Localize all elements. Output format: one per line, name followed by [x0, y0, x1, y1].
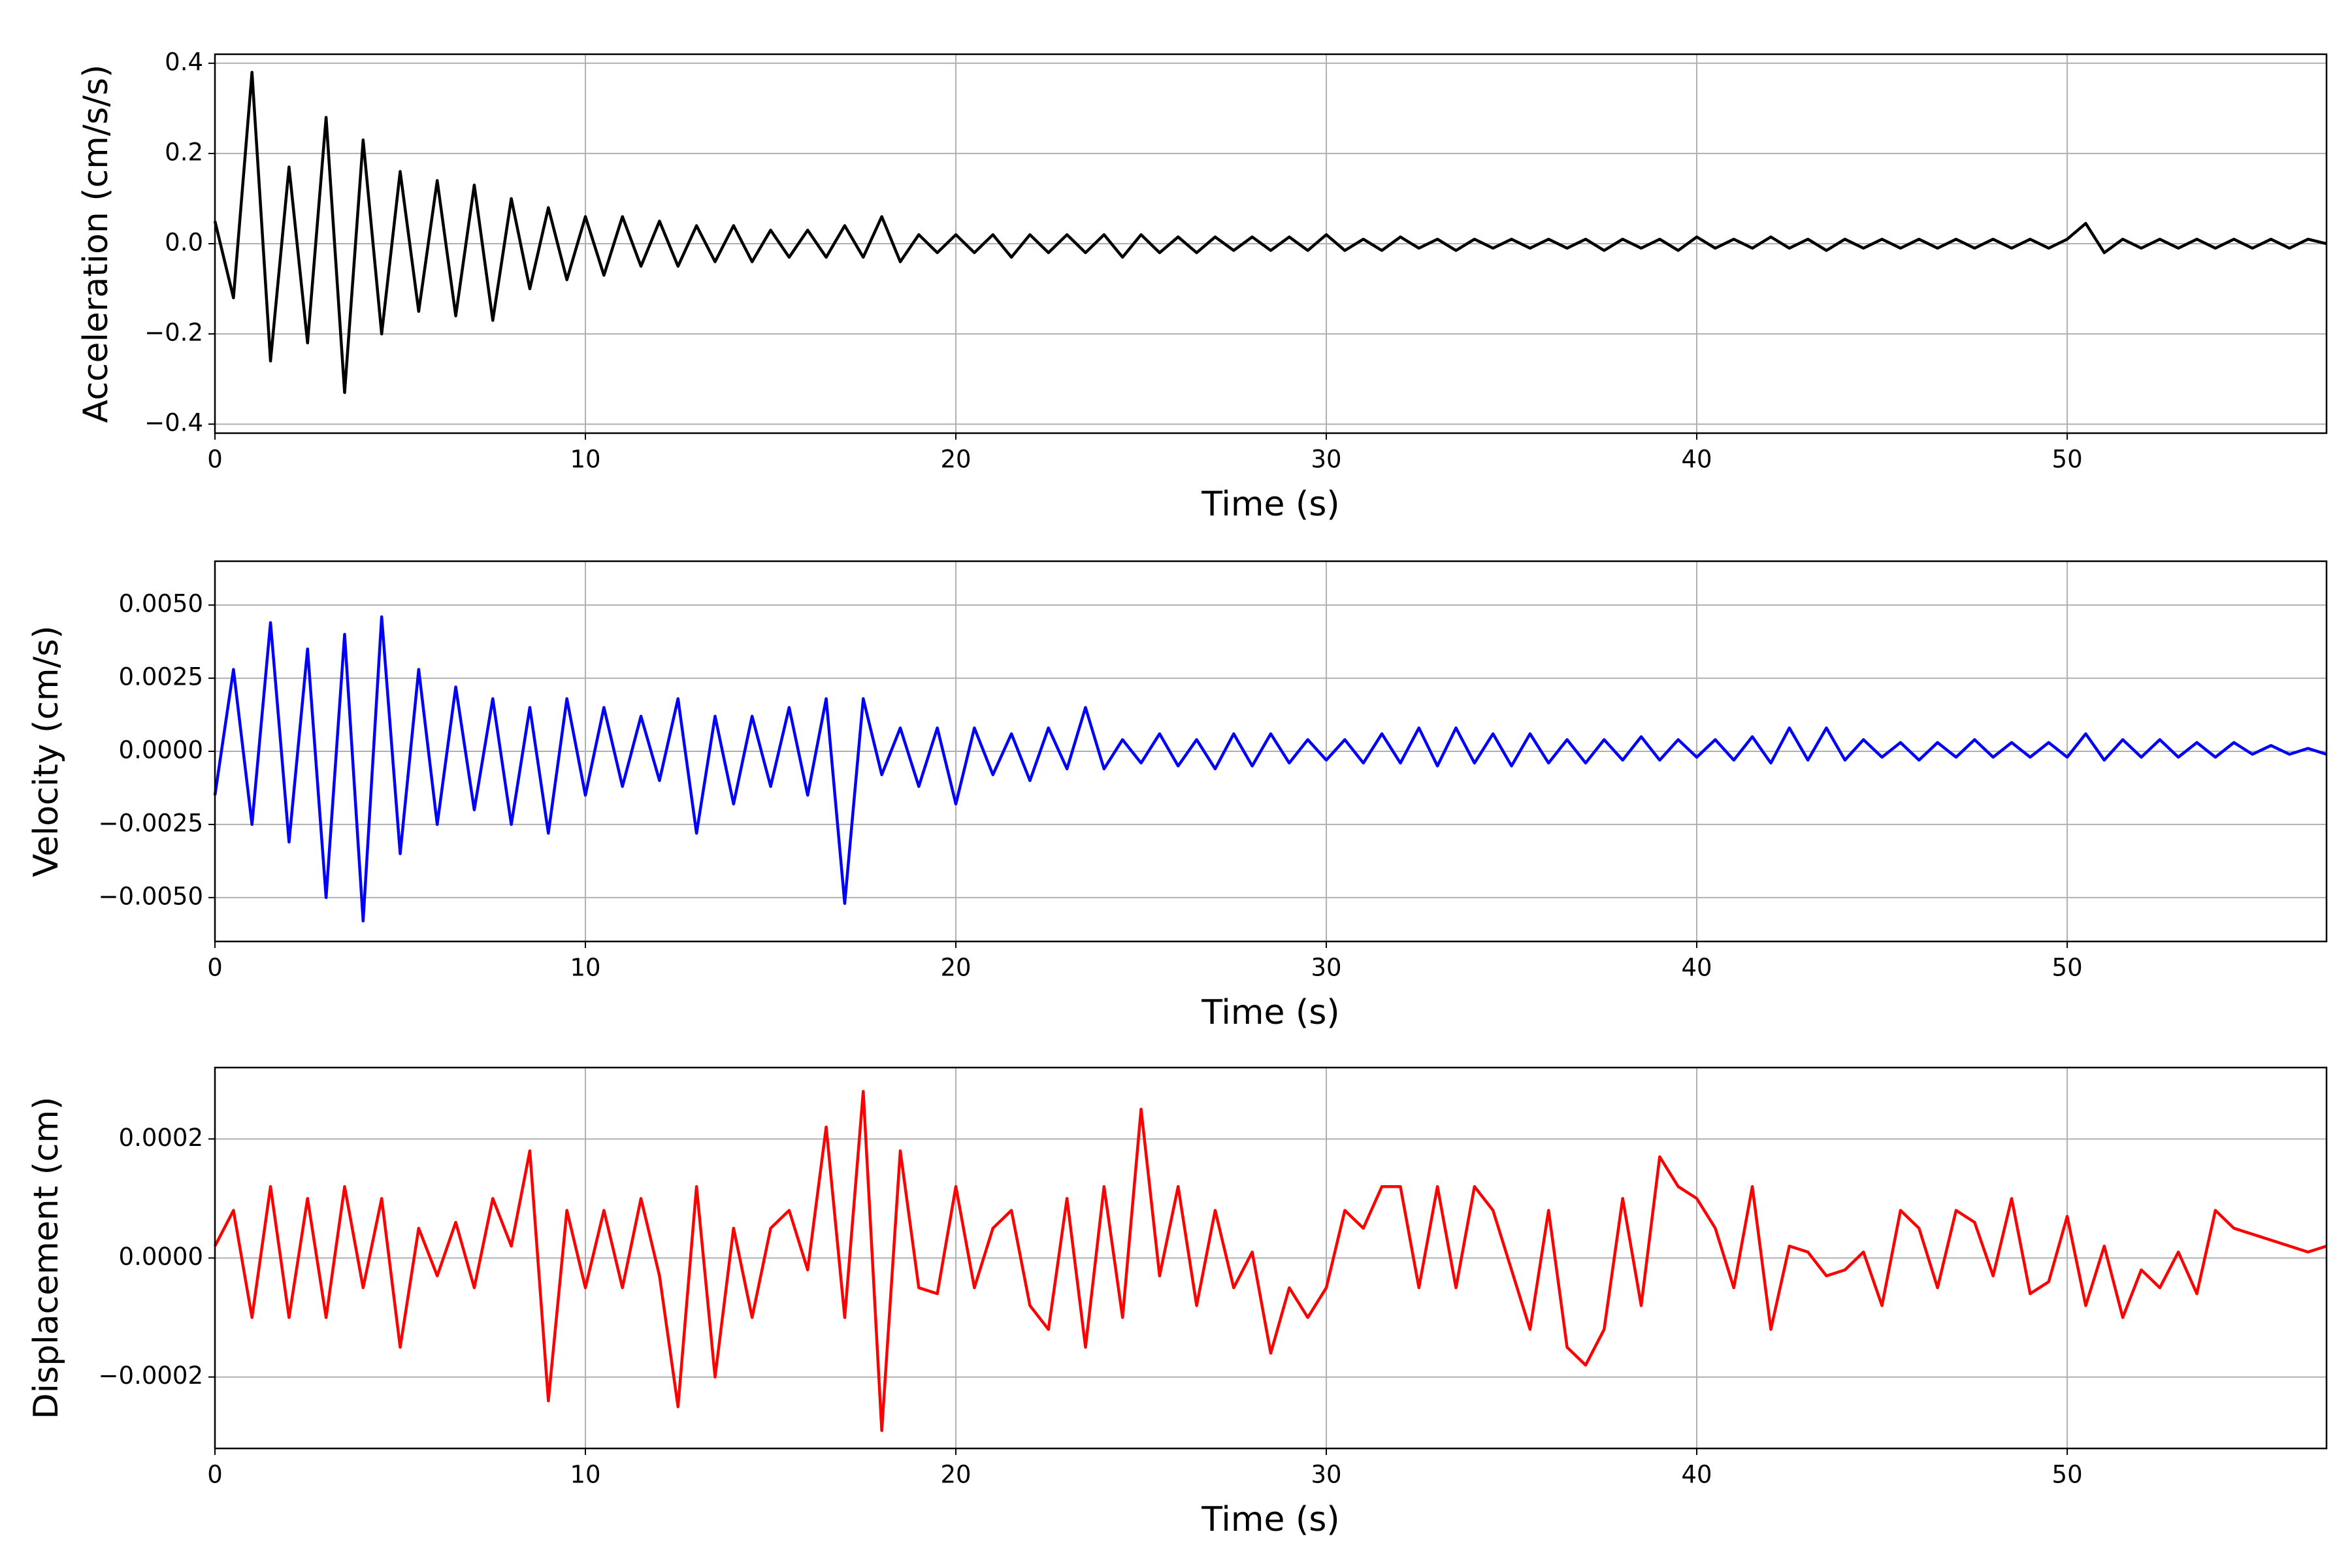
- x-tick-label: 20: [940, 954, 971, 982]
- data-line: [213, 615, 2327, 923]
- y-tick-label: −0.2: [144, 319, 203, 347]
- axes-frame: [214, 1066, 2328, 1450]
- y-tick-label: 0.0000: [119, 736, 203, 764]
- y-tick-label: 0.0050: [119, 590, 203, 618]
- x-tick-label: 20: [940, 1461, 971, 1489]
- x-tick-label: 0: [207, 446, 223, 474]
- x-tick-label: 30: [1311, 446, 1342, 474]
- x-tick-label: 20: [940, 446, 971, 474]
- x-tick-label: 10: [570, 446, 600, 474]
- x-tick-label: 30: [1311, 954, 1342, 982]
- axes-frame: [214, 560, 2328, 943]
- y-tick-label: 0.0000: [119, 1243, 203, 1271]
- x-axis-label: Time (s): [1201, 1500, 1339, 1539]
- y-axis-label: Displacement (cm): [27, 1097, 66, 1420]
- x-tick-label: 0: [207, 954, 223, 982]
- x-tick-label: 0: [207, 1461, 223, 1489]
- x-tick-label: 10: [570, 1461, 600, 1489]
- x-axis-label: Time (s): [1201, 485, 1339, 524]
- x-tick-label: 40: [1682, 1461, 1712, 1489]
- data-line: [213, 71, 2327, 395]
- x-tick-label: 30: [1311, 1461, 1342, 1489]
- x-tick-label: 50: [2052, 954, 2083, 982]
- y-tick-label: 0.0002: [119, 1124, 203, 1152]
- axes-frame: [214, 53, 2328, 434]
- y-tick-label: 0.2: [165, 138, 203, 166]
- y-tick-label: −0.0050: [99, 882, 203, 910]
- x-tick-label: 50: [2052, 446, 2083, 474]
- x-tick-label: 40: [1682, 446, 1712, 474]
- y-tick-label: −0.0002: [99, 1362, 203, 1390]
- y-tick-label: 0.4: [165, 48, 203, 76]
- x-tick-label: 10: [570, 954, 600, 982]
- y-axis-label: Acceleration (cm/s/s): [76, 65, 116, 423]
- data-line: [214, 1090, 2327, 1432]
- x-axis-label: Time (s): [1201, 993, 1339, 1032]
- x-tick-label: 50: [2052, 1461, 2083, 1489]
- y-tick-label: 0.0025: [119, 663, 203, 691]
- x-tick-label: 40: [1682, 954, 1712, 982]
- y-axis-label: Velocity (cm/s): [27, 626, 66, 877]
- y-tick-label: −0.4: [144, 409, 203, 437]
- y-tick-label: 0.0: [165, 229, 203, 257]
- y-tick-label: −0.0025: [99, 809, 203, 837]
